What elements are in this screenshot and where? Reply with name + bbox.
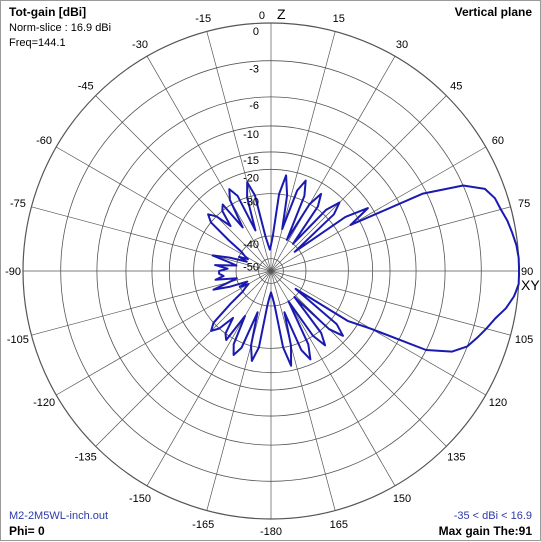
norm-slice-label: Norm-slice : 16.9 dBi	[9, 22, 112, 34]
angle-tick-label: 135	[447, 451, 465, 463]
angle-tick-label: -30	[132, 39, 148, 51]
phi-label: Phi= 0	[9, 524, 45, 538]
radial-tick-label: 0	[253, 26, 259, 38]
radial-tick-label: -40	[243, 239, 259, 251]
angle-tick-label: -120	[33, 397, 55, 409]
frequency-label: Freq=144.1	[9, 37, 66, 49]
angle-tick-label: -75	[10, 198, 26, 210]
grid-spoke	[95, 270, 272, 447]
radial-tick-label: -15	[243, 155, 259, 167]
angle-tick-label: 45	[450, 81, 462, 93]
grid-spoke	[270, 270, 486, 396]
angle-tick-label: -60	[36, 135, 52, 147]
angle-tick-label: -180	[260, 526, 282, 538]
grid-spoke	[270, 270, 336, 511]
grid-spoke	[206, 31, 272, 272]
radial-tick-label: -3	[249, 64, 259, 76]
gain-range-label: -35 < dBi < 16.9	[453, 510, 532, 522]
grid-spoke	[270, 270, 511, 336]
grid-spoke	[95, 95, 272, 272]
axis-label-top: Z	[277, 6, 286, 22]
angle-tick-label: -150	[129, 493, 151, 505]
angle-tick-label: 90	[521, 266, 533, 278]
polar-grid	[22, 22, 520, 520]
pattern-trace	[207, 174, 520, 367]
grid-spoke	[56, 270, 272, 396]
grid-spoke	[270, 95, 447, 272]
tick-labels: 0 153045607590105120135150165-180-165-150…	[5, 6, 540, 538]
angle-tick-label: 165	[330, 519, 348, 531]
angle-tick-label: -135	[75, 451, 97, 463]
grid-spoke	[270, 31, 336, 272]
radial-tick-label: -6	[249, 100, 259, 112]
angle-tick-label: 105	[515, 334, 533, 346]
grid-spoke	[146, 56, 272, 272]
angle-tick-label: -15	[195, 13, 211, 25]
plane-label: Vertical plane	[454, 5, 532, 19]
grid-spoke	[56, 146, 272, 272]
chart-title: Tot-gain [dBi]	[9, 5, 87, 19]
grid-spoke	[31, 270, 272, 336]
angle-tick-label: -45	[78, 81, 94, 93]
file-name-label: M2-2M5WL-inch.out	[9, 510, 109, 522]
angle-tick-label: -165	[192, 519, 214, 531]
grid-spoke	[270, 56, 396, 272]
grid-spoke	[206, 270, 272, 511]
radial-tick-label: -10	[243, 129, 259, 141]
angle-tick-label: 15	[333, 13, 345, 25]
pattern-series	[207, 174, 520, 367]
axis-label-right: XY	[521, 277, 540, 293]
grid-spoke	[146, 270, 272, 486]
angle-tick-label: 60	[492, 135, 504, 147]
angle-tick-label: 75	[518, 198, 530, 210]
radial-tick-label: -30	[243, 197, 259, 209]
grid-spoke	[270, 206, 511, 272]
grid-spoke	[270, 270, 447, 447]
angle-tick-label: 0	[259, 10, 265, 22]
max-gain-label: Max gain The:91	[438, 524, 532, 538]
angle-tick-label: -105	[7, 334, 29, 346]
angle-tick-label: -90	[5, 266, 21, 278]
radial-tick-label: -20	[243, 172, 259, 184]
grid-spoke	[31, 206, 272, 272]
radial-tick-label: -50	[243, 262, 259, 274]
angle-tick-label: 150	[393, 493, 411, 505]
grid-spoke	[270, 146, 486, 272]
angle-tick-label: 120	[489, 397, 507, 409]
angle-tick-label: 30	[396, 39, 408, 51]
